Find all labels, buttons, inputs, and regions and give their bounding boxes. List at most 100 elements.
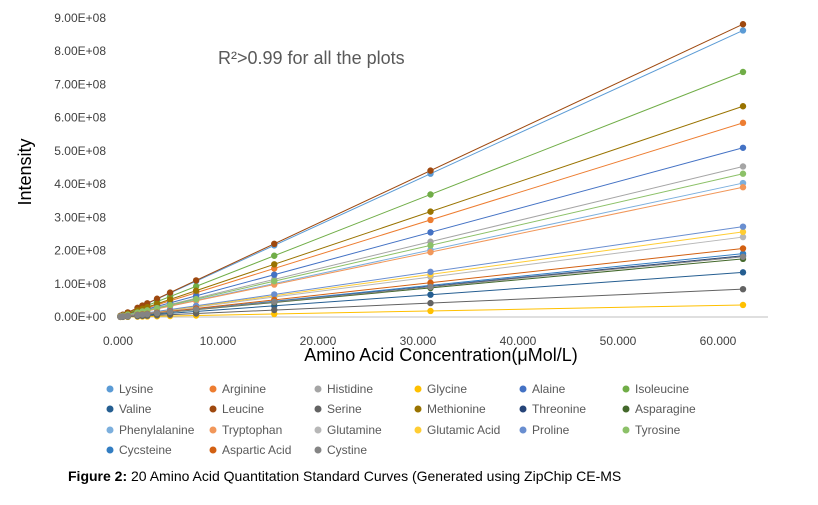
data-point <box>153 310 161 317</box>
legend-marker <box>314 446 322 454</box>
legend-marker <box>519 385 527 393</box>
legend-label: Isoleucine <box>635 382 689 396</box>
legend-label: Glutamine <box>327 423 382 437</box>
chart: 0.00E+00 1.00E+08 2.00E+08 3.00E+08 4.00E+08… <box>15 11 768 457</box>
data-point <box>134 311 141 319</box>
legend-label: Asparagine <box>635 402 696 416</box>
legend-marker <box>414 426 422 434</box>
legend-marker <box>414 405 422 413</box>
legend-label: Tyrosine <box>635 423 681 437</box>
legend-item: Glutamic Acid <box>414 423 500 437</box>
data-point <box>144 310 151 318</box>
legend-marker <box>519 405 527 413</box>
legend-label: Aspartic Acid <box>222 443 291 457</box>
y-tick-label: 1.00E+08 <box>54 277 106 291</box>
data-point <box>739 144 747 151</box>
y-tick-label: 8.00E+08 <box>54 44 106 58</box>
data-point <box>427 216 434 224</box>
legend-marker <box>314 385 322 393</box>
data-point <box>739 253 747 260</box>
y-tick-label: 0.00E+00 <box>54 310 106 324</box>
data-point <box>427 242 434 249</box>
x-tick-label: 60.000 <box>700 334 737 348</box>
y-tick-label: 7.00E+08 <box>54 77 106 91</box>
legend-marker <box>106 405 114 413</box>
data-point <box>739 233 747 241</box>
legend-label: Leucine <box>222 402 264 416</box>
caption-label: Figure 2: <box>68 468 128 484</box>
figure-caption: Figure 2: 20 Amino Acid Quantitation Sta… <box>68 468 621 484</box>
legend-item: Lysine <box>106 382 154 396</box>
legend-item: Isoleucine <box>622 382 689 396</box>
legend-item: Arginine <box>209 382 266 396</box>
x-tick-label: 40.000 <box>500 334 537 348</box>
legend-marker <box>209 426 217 434</box>
data-point <box>271 240 278 248</box>
legend-marker <box>209 405 217 413</box>
data-point <box>739 163 747 170</box>
data-point <box>427 291 434 298</box>
x-tick-label: 30.000 <box>400 334 437 348</box>
legend-marker <box>622 426 630 434</box>
data-point <box>427 229 434 236</box>
data-point <box>427 268 434 276</box>
data-point <box>739 170 747 177</box>
legend-marker <box>209 385 217 393</box>
legend-marker <box>414 385 422 393</box>
data-point <box>739 103 747 110</box>
legend-item: Phenylalanine <box>106 423 195 437</box>
legend-label: Tryptophan <box>222 423 282 437</box>
legend-item: Cycsteine <box>106 443 172 457</box>
legend-marker <box>209 446 217 454</box>
data-points <box>117 21 747 321</box>
data-point <box>427 208 434 215</box>
legend-label: Cycsteine <box>119 443 172 457</box>
legend-item: Methionine <box>414 402 486 416</box>
legend-label: Alaine <box>532 382 566 396</box>
r-squared-annotation: R²>0.99 for all the plots <box>218 48 405 68</box>
data-point <box>427 167 434 174</box>
legend-item: Tyrosine <box>622 423 681 437</box>
legend-item: Asparagine <box>622 402 696 416</box>
legend-label: Phenylalanine <box>119 423 195 437</box>
legend-item: Alaine <box>519 382 566 396</box>
data-point <box>739 119 747 127</box>
legend-label: Arginine <box>222 382 266 396</box>
x-axis-label: Amino Acid Concentration(μMol/L) <box>304 345 578 365</box>
legend-label: Glycine <box>427 382 467 396</box>
data-point <box>192 306 200 313</box>
data-point <box>271 271 278 278</box>
data-point <box>192 277 200 284</box>
x-tick-label: 10.000 <box>200 334 237 348</box>
data-point <box>739 245 747 252</box>
data-point <box>153 304 161 312</box>
legend-label: Threonine <box>532 402 586 416</box>
legend-label: Valine <box>119 402 152 416</box>
legend-label: Lysine <box>119 382 154 396</box>
data-point <box>119 313 127 320</box>
legend-item: Cystine <box>314 443 367 457</box>
legend-item: Aspartic Acid <box>209 443 291 457</box>
legend-item: Glutamine <box>314 423 382 437</box>
legend-item: Tryptophan <box>209 423 282 437</box>
y-tick-label: 6.00E+08 <box>54 111 106 125</box>
data-point <box>739 184 747 191</box>
data-point <box>271 277 278 285</box>
legend-label: Histidine <box>327 382 373 396</box>
legend-marker <box>622 405 630 413</box>
legend-item: Serine <box>314 402 362 416</box>
legend-item: Proline <box>519 423 570 437</box>
y-axis-label: Intensity <box>15 138 35 205</box>
data-point <box>739 68 747 76</box>
data-point <box>271 306 278 314</box>
legend-label: Serine <box>327 402 362 416</box>
data-point <box>271 291 278 298</box>
y-tick-label: 3.00E+08 <box>54 210 106 224</box>
data-point <box>739 269 747 276</box>
legend-item: Threonine <box>519 402 586 416</box>
data-point <box>739 228 747 236</box>
data-point <box>192 295 200 303</box>
data-point <box>427 191 434 198</box>
legend-label: Proline <box>532 423 570 437</box>
data-point <box>427 299 434 307</box>
